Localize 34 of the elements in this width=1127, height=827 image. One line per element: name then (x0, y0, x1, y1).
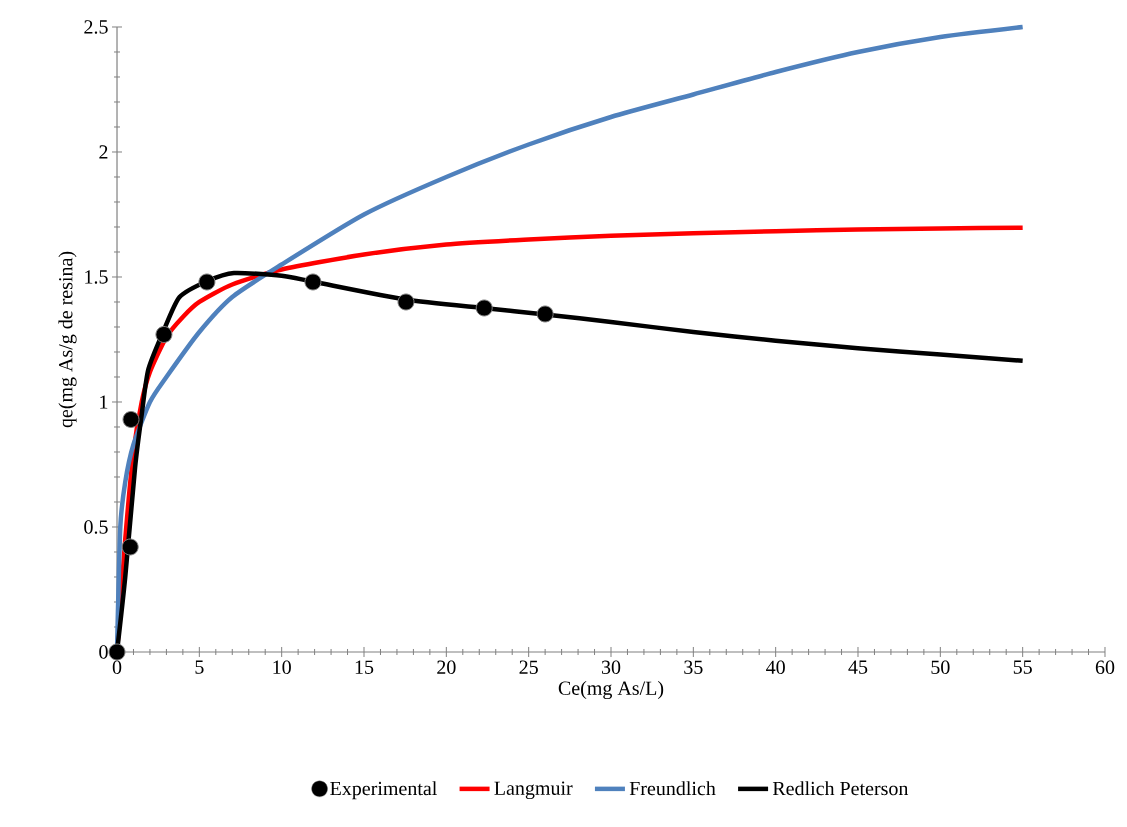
legend-label: Freundlich (629, 781, 716, 796)
point (397, 293, 415, 311)
y-tick-label: 1 (100, 395, 108, 409)
legend-label: Experimental (330, 781, 437, 800)
point (304, 273, 322, 291)
x-tick-label: 40 (766, 660, 785, 675)
x-tick-label: 55 (1013, 660, 1032, 674)
point (108, 643, 126, 661)
y-tick-label: 0.5 (84, 520, 108, 534)
point (155, 325, 173, 343)
point (121, 538, 139, 556)
x-tick-label: 50 (931, 660, 950, 675)
x-tick-label: 15 (355, 660, 374, 674)
y-tick-label: 1.5 (85, 270, 108, 284)
y-axis-title: qe(mg As/g de resina) (58, 251, 77, 428)
y-tick-label: 0 (99, 645, 108, 659)
x-tick-label: 60 (1095, 660, 1115, 675)
point (536, 305, 554, 323)
legend-label: Langmuir (494, 781, 573, 800)
x-tick-label: 35 (684, 660, 703, 674)
x-axis-title: Ce(mg As/L) (558, 680, 664, 700)
x-tick-label: 45 (848, 660, 868, 674)
y-tick-label: 2.5 (84, 20, 108, 34)
x-tick-label: 0 (112, 660, 122, 675)
legend-label: Redlich Peterson (772, 781, 909, 796)
x-tick-label: 30 (601, 660, 621, 675)
point (475, 299, 493, 317)
point (122, 410, 140, 428)
x-tick-label: 5 (195, 660, 204, 674)
y-tick-label: 2 (99, 145, 108, 159)
x-tick-label: 20 (437, 660, 456, 675)
point (198, 273, 216, 291)
x-tick-label: 25 (519, 660, 538, 674)
x-tick-label: 10 (273, 660, 291, 675)
